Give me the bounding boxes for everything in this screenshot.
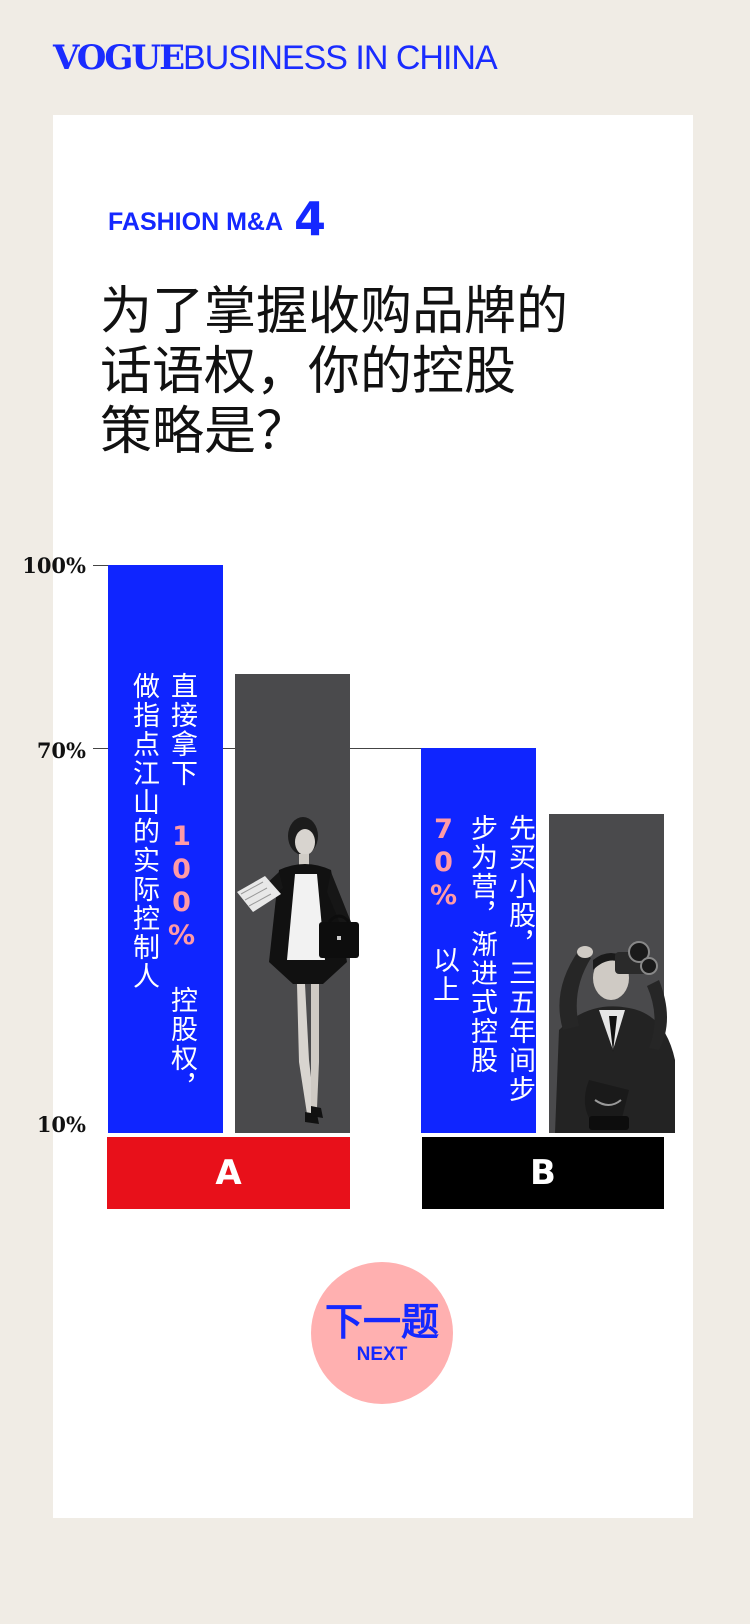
option-b-button[interactable]: B [422,1137,664,1209]
option-b-text-col3-post: 以上 [428,913,459,1004]
question-line-3: 策略是？ [100,402,309,462]
option-a-bar[interactable] [108,565,223,1133]
logo-business-in-china: BUSINESS IN CHINA [183,39,498,77]
vogue-business-logo: VOGUEBUSINESS IN CHINA [53,38,498,78]
y-tick-10: 10% [36,1112,86,1137]
next-button-label-en: NEXT [356,1344,408,1365]
woman-figure-icon [237,817,359,1124]
option-a-text: 直接拿下 100% 控股权，做指点江山的实际控制人 [124,672,200,1112]
option-b-text: 先买小股，三五年间步步为营，渐进式控股 70% 以上 [424,814,538,1114]
option-a-pct: 100% [166,821,197,953]
option-b-text-col2: 步步为营，渐进式 [466,814,535,1104]
man-with-camera-icon [555,941,675,1133]
section-number: 4 [294,192,327,246]
option-a-button[interactable]: A [107,1137,350,1209]
option-b-text-col3-pre: 控股 [466,1017,497,1075]
next-button-label-cn: 下一题 [324,1299,439,1344]
question-line-1: 为了掌握收购品牌的 [100,282,569,342]
y-tick-100: 100% [22,553,86,578]
next-question-button[interactable]: 下一题 NEXT [311,1262,453,1404]
section-label: FASHION M&A [108,208,283,236]
question-line-2: 话语权，你的控股 [100,342,517,402]
option-a-text-col1-post: 控股权， [166,953,197,1102]
option-b-bar[interactable] [421,748,536,1133]
option-a-text-col1-pre: 直接拿下 [166,672,197,821]
question-title: 为了掌握收购品牌的 话语权，你的控股 策略是？ [100,282,620,462]
option-b-pct: 70% [428,814,459,913]
logo-vogue: VOGUE [53,38,185,78]
option-b-text-col1: 先买小股，三五年间 [504,814,535,1075]
grid-line-100 [93,565,113,566]
y-tick-70: 70% [36,738,86,763]
option-a-text-col2: 做指点江山的实际控制人 [128,672,159,991]
